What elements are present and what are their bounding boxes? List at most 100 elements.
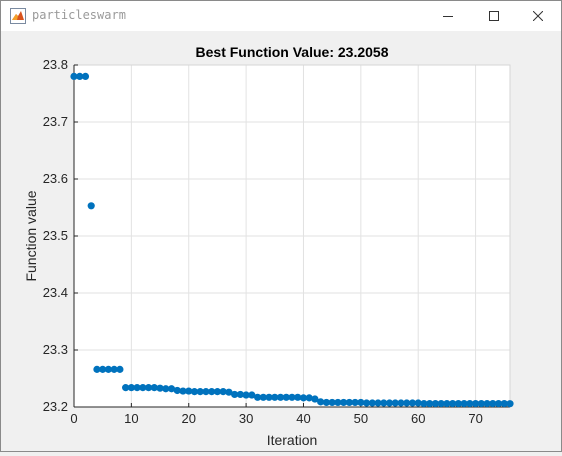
data-point (87, 202, 95, 210)
data-point (357, 398, 365, 407)
x-tick-label: 20 (182, 411, 196, 426)
data-point (133, 384, 141, 392)
minimize-button[interactable] (425, 1, 471, 31)
data-point (196, 388, 204, 396)
data-point (190, 388, 199, 396)
data-point (225, 388, 233, 396)
data-point (397, 399, 405, 407)
data-point (426, 399, 434, 408)
data-point (494, 399, 503, 408)
data-point (340, 398, 348, 407)
data-point (110, 365, 118, 373)
y-tick-label: 23.4 (43, 285, 68, 300)
y-tick-label: 23.2 (43, 399, 68, 414)
maximize-icon (489, 11, 499, 21)
title-bar[interactable]: particleswarm (1, 1, 561, 31)
x-tick-label: 0 (70, 411, 77, 426)
data-point (414, 399, 422, 407)
data-point (317, 398, 325, 406)
data-point (282, 393, 290, 401)
data-point (70, 72, 78, 80)
data-point (345, 398, 353, 407)
data-point (139, 384, 147, 392)
data-point (408, 399, 417, 407)
data-point (380, 399, 388, 407)
best-function-value-chart[interactable]: 0 10 20 30 40 50 60 70 23.2 23.3 23.4 23.5 23.6 23.7 2… (1, 31, 561, 451)
data-point (477, 399, 485, 408)
data-point (231, 390, 239, 399)
data-point (466, 399, 474, 408)
data-point (202, 388, 210, 396)
data-point (144, 384, 153, 392)
data-point (185, 387, 193, 395)
data-point (173, 386, 181, 395)
axes: 0 10 20 30 40 50 60 70 23.2 23.3 23.4 23.5 23.6 23.7 2… (43, 57, 510, 426)
data-point (460, 399, 468, 408)
data-point (449, 399, 457, 408)
data-point (368, 399, 376, 407)
y-tick-label: 23.8 (43, 57, 68, 72)
maximize-button[interactable] (471, 1, 517, 31)
data-point (122, 384, 130, 392)
close-button[interactable] (515, 1, 561, 31)
data-point (276, 393, 285, 401)
data-point (443, 399, 451, 408)
data-point (76, 72, 84, 80)
data-point (328, 398, 336, 407)
data-point (305, 394, 313, 402)
data-point (213, 388, 222, 396)
data-point (420, 399, 428, 408)
data-point (471, 399, 480, 408)
chart-title: Best Function Value: 23.2058 (196, 44, 389, 60)
data-points (70, 72, 514, 408)
data-point (248, 391, 256, 399)
close-icon (533, 11, 543, 21)
data-point (265, 393, 273, 401)
x-tick-label: 40 (296, 411, 310, 426)
x-tick-label: 10 (124, 411, 138, 426)
data-point (208, 388, 216, 396)
data-point (253, 393, 262, 401)
data-point (179, 387, 187, 395)
y-tick-label: 23.7 (43, 114, 68, 129)
data-point (431, 399, 440, 408)
data-point (294, 393, 302, 401)
data-point (374, 399, 382, 407)
data-point (299, 394, 308, 402)
minimize-icon (443, 16, 453, 17)
data-point (362, 399, 371, 407)
matlab-figure-icon (10, 8, 26, 24)
data-point (334, 398, 342, 407)
data-point (391, 399, 399, 407)
x-tick-label: 50 (354, 411, 368, 426)
data-point (483, 399, 491, 408)
data-point (288, 393, 296, 401)
data-point (489, 399, 497, 408)
data-point (259, 393, 267, 401)
data-point (500, 399, 508, 408)
data-point (127, 384, 135, 392)
data-point (271, 393, 279, 401)
data-point (506, 400, 514, 408)
data-point (104, 365, 113, 373)
data-point (454, 399, 462, 408)
y-tick-label: 23.6 (43, 171, 68, 186)
data-point (385, 399, 394, 407)
x-tick-label: 60 (411, 411, 425, 426)
data-point (236, 390, 244, 399)
data-point (93, 365, 101, 373)
data-point (437, 399, 445, 408)
data-point (167, 385, 176, 393)
y-tick-label: 23.3 (43, 342, 68, 357)
data-point (162, 385, 170, 393)
chart-area: 0 10 20 30 40 50 60 70 23.2 23.3 23.4 23.5 23.6 23.7 2… (1, 31, 561, 451)
data-point (219, 388, 227, 396)
data-point (116, 365, 124, 373)
y-axis-label: Function value (23, 190, 39, 281)
data-point (403, 399, 411, 407)
x-axis-label: Iteration (267, 432, 318, 448)
x-tick-label: 70 (468, 411, 482, 426)
data-point (242, 391, 250, 399)
y-tick-label: 23.5 (43, 228, 68, 243)
